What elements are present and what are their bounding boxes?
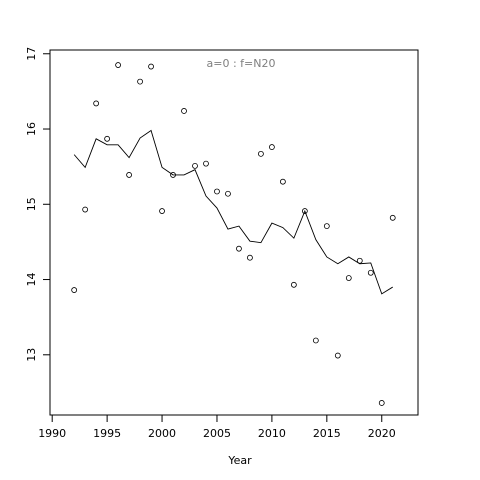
point: [236, 245, 242, 252]
point: [290, 281, 297, 288]
point: [247, 254, 253, 261]
y-tick-label: 13: [25, 348, 38, 362]
point: [389, 214, 396, 221]
point: [159, 208, 165, 214]
x-axis-label: Year: [227, 454, 252, 467]
x-tick-label: 2005: [203, 427, 231, 440]
point: [312, 337, 319, 344]
x-tick-label: 1990: [38, 427, 66, 440]
y-tick-label: 17: [25, 47, 38, 61]
point: [301, 208, 308, 214]
trend-line: [73, 129, 393, 295]
point: [258, 150, 264, 157]
point: [268, 144, 275, 150]
x-tick-label: 2000: [148, 427, 176, 440]
point: [203, 160, 209, 167]
x-tick-label: 1995: [93, 427, 121, 440]
point: [192, 162, 198, 169]
plot-box: [49, 49, 419, 416]
point: [225, 190, 231, 197]
x-tick-label: 2020: [368, 427, 396, 440]
point: [115, 62, 122, 68]
point: [71, 287, 78, 293]
point: [323, 223, 330, 230]
annotation: a=0 : f=N20: [207, 57, 276, 70]
point: [82, 206, 89, 213]
point: [126, 172, 132, 178]
y-tick-label: 16: [25, 122, 38, 136]
point: [137, 78, 143, 85]
point: [93, 100, 100, 107]
x-tick-label: 2010: [258, 427, 286, 440]
point: [334, 352, 341, 359]
point: [214, 188, 220, 195]
y-tick-label: 15: [25, 197, 38, 211]
point: [345, 275, 352, 281]
point: [279, 178, 286, 185]
point: [104, 135, 111, 142]
point: [181, 108, 187, 114]
point: [367, 269, 374, 276]
point: [378, 400, 385, 406]
x-tick-label: 2015: [313, 427, 341, 440]
y-tick-label: 14: [25, 273, 38, 287]
point: [148, 63, 154, 70]
